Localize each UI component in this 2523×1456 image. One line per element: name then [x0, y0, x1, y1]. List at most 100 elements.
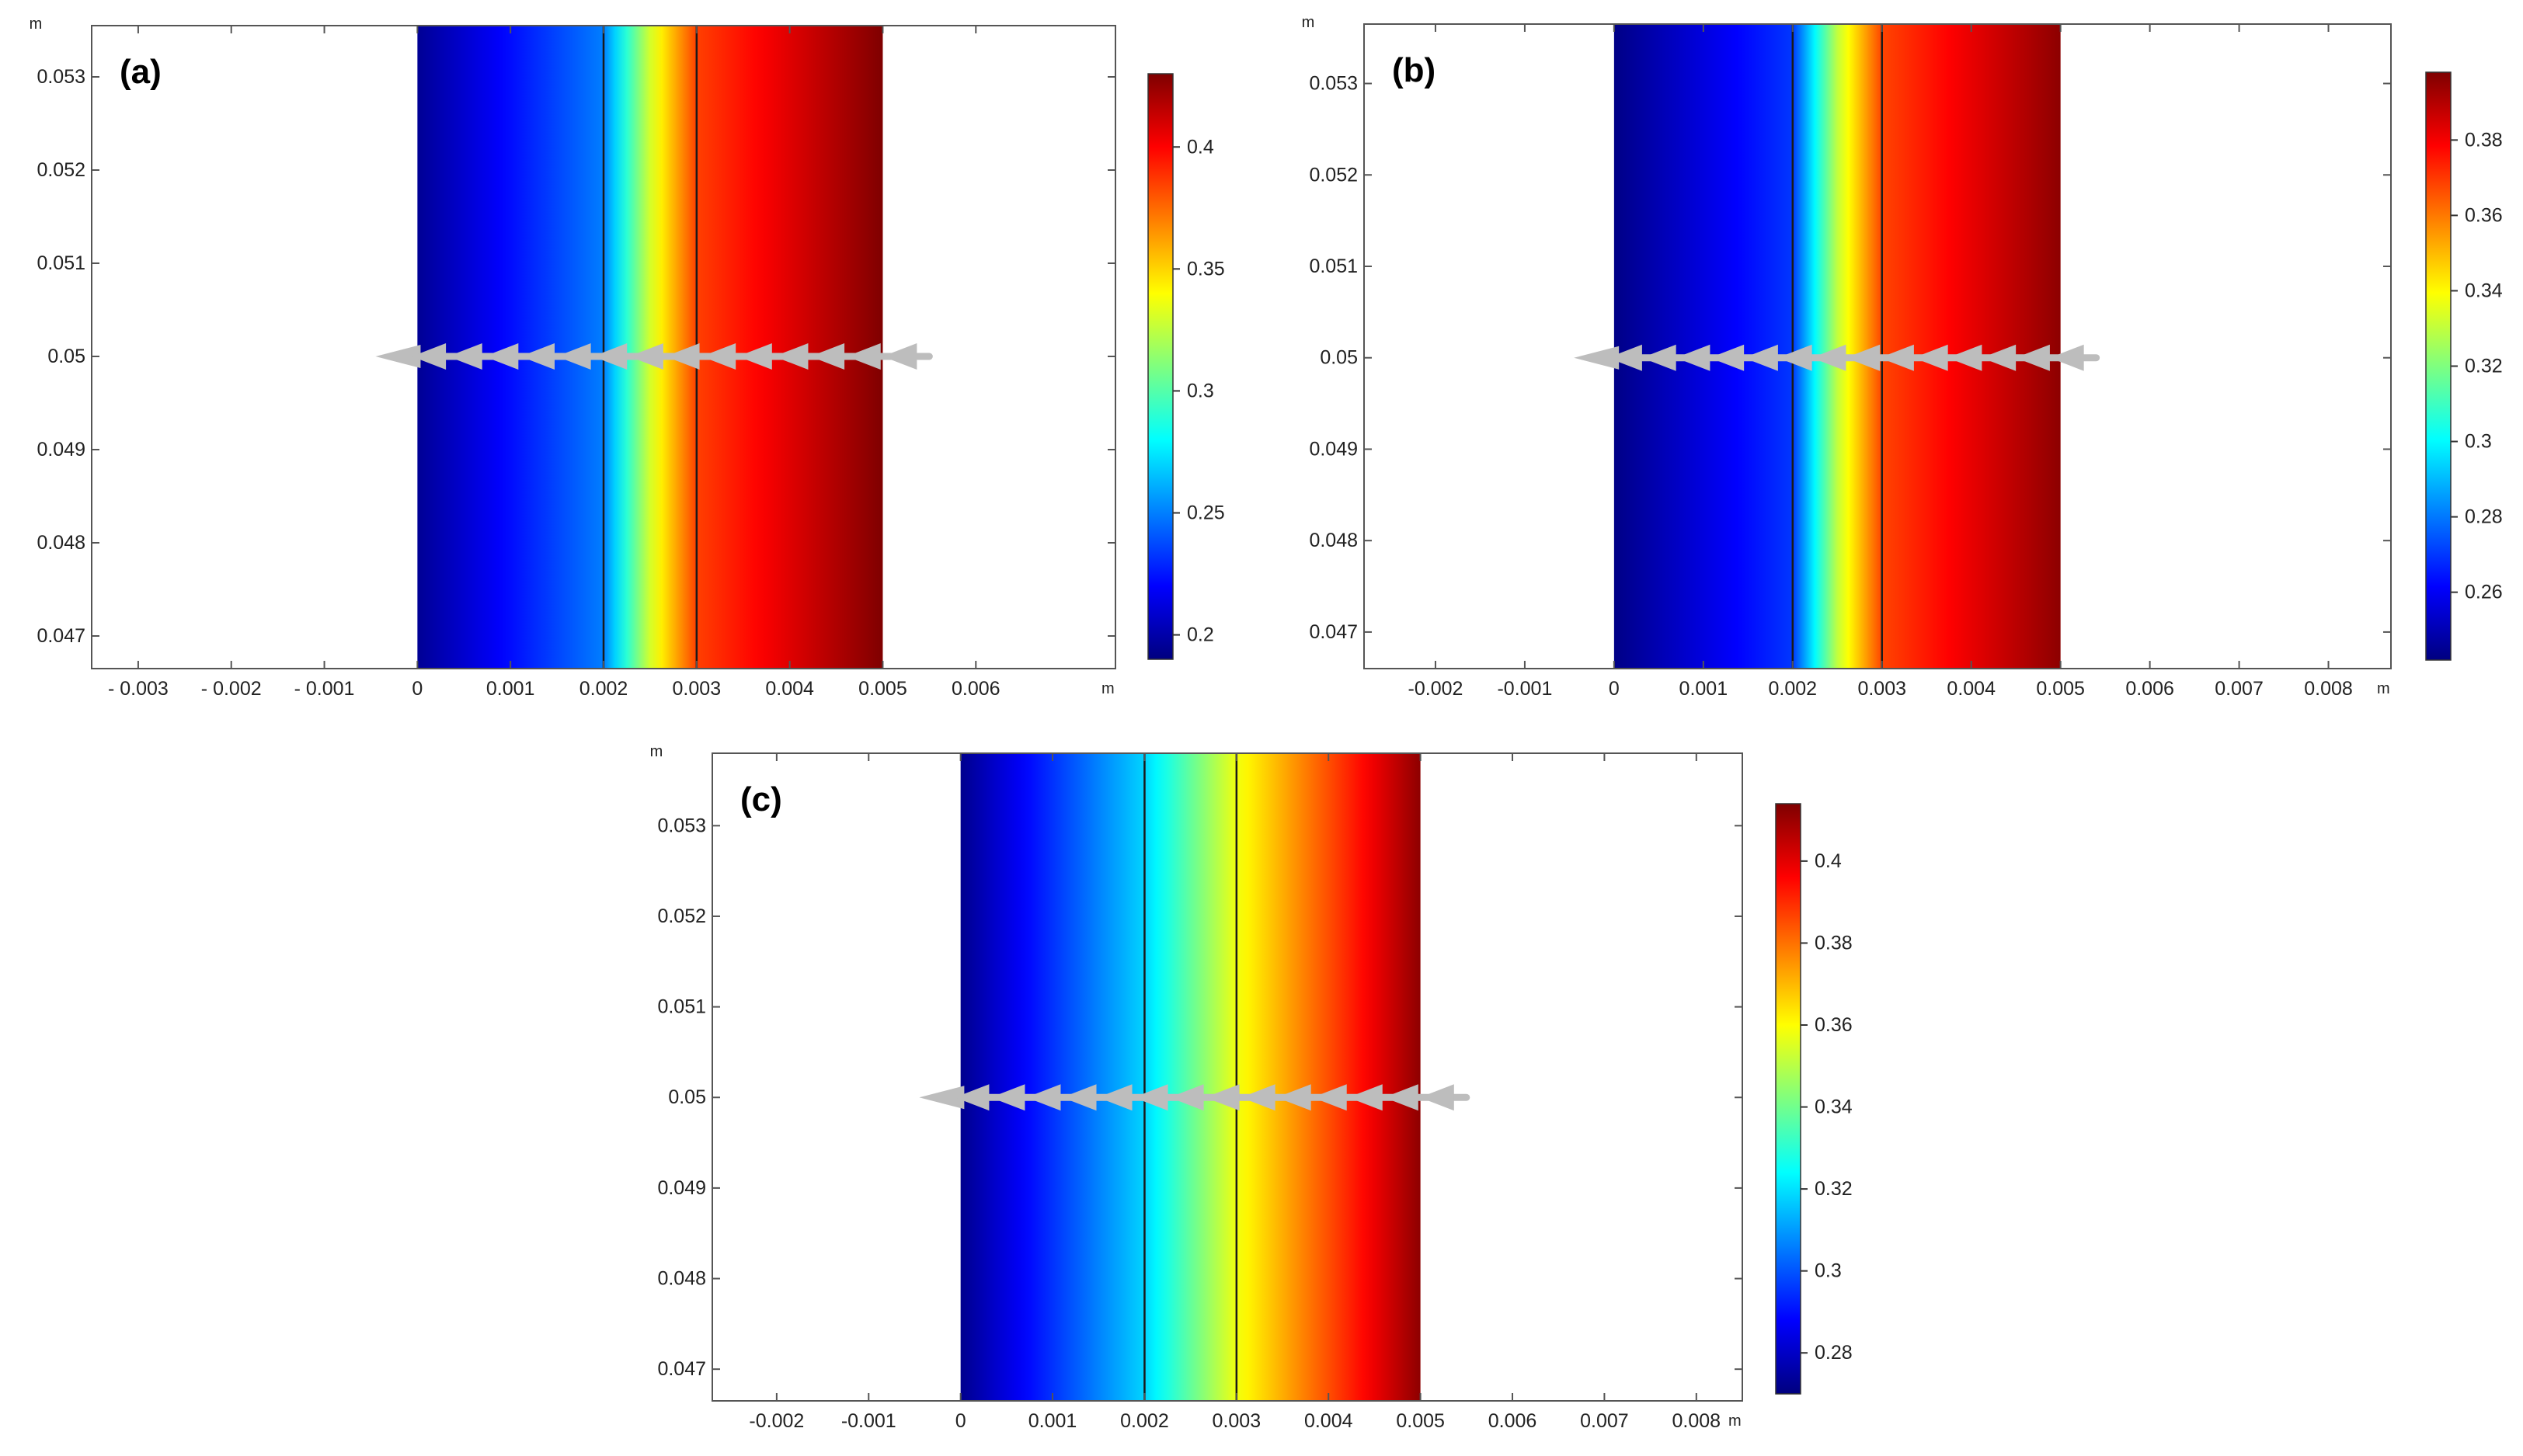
panel-label: (b) — [1392, 51, 1436, 89]
panel-0: - 0.003 - 0.002 - 0.001 0 0.001 0.002 0.003 0.0… — [30, 16, 1225, 700]
x-tick-label: 0.002 — [1769, 678, 1818, 700]
arrow-head — [1846, 344, 1881, 371]
colorbar-tick-label: 0.26 — [2465, 582, 2503, 603]
x-tick-label: - 0.001 — [294, 678, 355, 700]
x-tick-label: 0.003 — [673, 678, 722, 700]
colorbar-tick-label: 0.28 — [1815, 1342, 1853, 1364]
arrow-head — [1607, 344, 1642, 371]
x-tick-label: 0.003 — [1213, 1410, 1262, 1432]
y-tick-label: 0.049 — [37, 439, 85, 460]
y-tick-label: 0.048 — [37, 532, 85, 554]
arrow-head — [1348, 1084, 1383, 1111]
y-tick-label: 0.05 — [1320, 347, 1358, 369]
x-tick-label: 0.007 — [1580, 1410, 1629, 1432]
arrow-head — [1062, 1084, 1097, 1111]
x-tick-label: 0.004 — [1947, 678, 1996, 700]
x-tick-label: 0.003 — [1857, 678, 1906, 700]
y-tick-label: 0.049 — [1309, 438, 1358, 460]
x-tick-label: -0.001 — [841, 1410, 896, 1432]
x-tick-label: 0.001 — [1679, 678, 1728, 700]
panel-2: -0.002 -0.001 0 0.001 0.002 0.003 0.004 0.005 0.… — [650, 743, 1853, 1432]
colorbar-tick-label: 0.38 — [1815, 932, 1853, 954]
arrow-head — [628, 343, 663, 370]
arrow-head — [1133, 1084, 1168, 1111]
arrow-head — [1641, 344, 1676, 371]
x-unit-label: m — [1728, 1413, 1742, 1430]
arrow-head — [2049, 344, 2084, 371]
plot-frame — [1363, 23, 2392, 669]
x-tick-label: 0.008 — [2304, 678, 2353, 700]
arrow-head — [810, 343, 845, 370]
field-domain — [417, 26, 883, 669]
arrow-head — [846, 343, 881, 370]
arrow-head — [1913, 344, 1948, 371]
arrow-head — [919, 1086, 965, 1110]
colorbar-tick-label: 0.34 — [2465, 280, 2503, 301]
field-domain — [960, 753, 1421, 1401]
x-tick-label: 0.004 — [1304, 1410, 1353, 1432]
field-domain — [1613, 24, 2061, 669]
y-tick-label: 0.052 — [37, 159, 85, 181]
x-unit-label: m — [2377, 680, 2390, 697]
arrow-head — [1026, 1084, 1061, 1111]
x-tick-label: 0.006 — [1488, 1410, 1537, 1432]
arrow-head — [1312, 1084, 1347, 1111]
flow-arrow — [1574, 344, 2100, 371]
arrow-head — [1777, 344, 1812, 371]
colorbar-tick-label: 0.32 — [2465, 356, 2503, 377]
arrow-head — [1947, 344, 1982, 371]
arrow-head — [1169, 1084, 1204, 1111]
flow-arrow — [375, 343, 933, 370]
arrow-head — [484, 343, 519, 370]
colorbar-tick-label: 0.3 — [2465, 431, 2492, 453]
x-unit-label: m — [1101, 680, 1115, 697]
arrow-head — [955, 1084, 990, 1111]
colorbar-tick-label: 0.28 — [2465, 506, 2503, 528]
colorbar-tick-label: 0.3 — [1187, 380, 1214, 401]
panel-label: (c) — [740, 780, 782, 818]
arrow-head — [882, 343, 917, 370]
y-tick-label: 0.053 — [1309, 73, 1358, 95]
flow-arrow — [919, 1084, 1470, 1111]
y-tick-label: 0.053 — [657, 815, 706, 836]
colorbar — [2425, 71, 2452, 661]
x-tick-label: 0.002 — [579, 678, 628, 700]
arrow-head — [1811, 344, 1846, 371]
x-tick-label: 0.005 — [2036, 678, 2085, 700]
x-tick-label: 0.004 — [765, 678, 814, 700]
arrow-head — [1879, 344, 1914, 371]
x-tick-label: -0.002 — [749, 1410, 804, 1432]
plot-frame — [712, 752, 1743, 1402]
arrow-head — [1276, 1084, 1311, 1111]
y-tick-label: 0.048 — [657, 1268, 706, 1290]
y-tick-label: 0.052 — [1309, 164, 1358, 186]
y-unit-label: m — [650, 743, 663, 760]
x-tick-label: - 0.002 — [201, 678, 262, 700]
colorbar-tick-label: 0.2 — [1187, 624, 1214, 646]
arrow-head — [1383, 1084, 1418, 1111]
x-tick-label: 0.008 — [1672, 1410, 1721, 1432]
colorbar-tick-label: 0.36 — [1815, 1014, 1853, 1036]
x-tick-label: 0.005 — [858, 678, 907, 700]
arrow-head — [447, 343, 482, 370]
x-tick-label: 0.001 — [1028, 1410, 1077, 1432]
arrow-head — [1241, 1084, 1275, 1111]
arrow-head — [375, 345, 421, 368]
x-tick-label: 0 — [412, 678, 423, 700]
x-tick-label: 0 — [955, 1410, 966, 1432]
x-tick-label: 0.006 — [952, 678, 1000, 700]
y-tick-label: 0.047 — [37, 625, 85, 647]
arrow-head — [593, 343, 628, 370]
arrow-head — [520, 343, 555, 370]
y-tick-label: 0.053 — [37, 66, 85, 88]
x-tick-label: 0.005 — [1396, 1410, 1445, 1432]
arrow-head — [1098, 1084, 1133, 1111]
colorbar-tick-label: 0.4 — [1187, 136, 1214, 158]
y-unit-label: m — [1302, 14, 1315, 31]
arrow-head — [2015, 344, 2050, 371]
arrow-head — [1982, 344, 2017, 371]
x-tick-label: - 0.003 — [108, 678, 169, 700]
x-tick-label: 0 — [1609, 678, 1620, 700]
arrow-head — [990, 1084, 1025, 1111]
colorbar-tick-label: 0.35 — [1187, 258, 1225, 280]
